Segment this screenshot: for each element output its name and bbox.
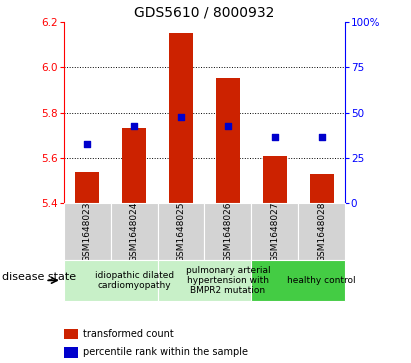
Text: GSM1648026: GSM1648026 [224,201,233,262]
Bar [169,33,193,203]
Text: pulmonary arterial
hypertension with
BMPR2 mutation: pulmonary arterial hypertension with BMP… [186,265,270,295]
Bar [76,172,99,203]
Point [319,135,325,140]
Bar [252,203,298,260]
Point [131,123,137,129]
Text: healthy control: healthy control [287,276,356,285]
Bar [157,203,205,260]
Bar [310,174,333,203]
Bar [122,129,146,203]
Text: GSM1648028: GSM1648028 [317,201,326,262]
Bar [64,347,78,358]
Bar [157,260,252,301]
Point [178,114,184,120]
Point [225,123,231,129]
Bar [64,203,111,260]
Text: GSM1648023: GSM1648023 [83,201,92,262]
Text: GSM1648025: GSM1648025 [176,201,185,262]
Text: GSM1648024: GSM1648024 [129,201,139,262]
Text: transformed count: transformed count [83,329,174,339]
Bar [216,78,240,203]
Title: GDS5610 / 8000932: GDS5610 / 8000932 [134,5,275,19]
Bar [64,329,78,339]
Bar [205,203,252,260]
Text: idiopathic dilated
cardiomyopathy: idiopathic dilated cardiomyopathy [95,271,174,290]
Bar [111,203,157,260]
Bar [252,260,345,301]
Bar [298,203,345,260]
Point [84,142,90,147]
Text: GSM1648027: GSM1648027 [270,201,279,262]
Text: percentile rank within the sample: percentile rank within the sample [83,347,248,357]
Text: disease state: disease state [2,272,76,282]
Bar [64,260,157,301]
Point [272,135,278,140]
Bar [263,156,286,203]
